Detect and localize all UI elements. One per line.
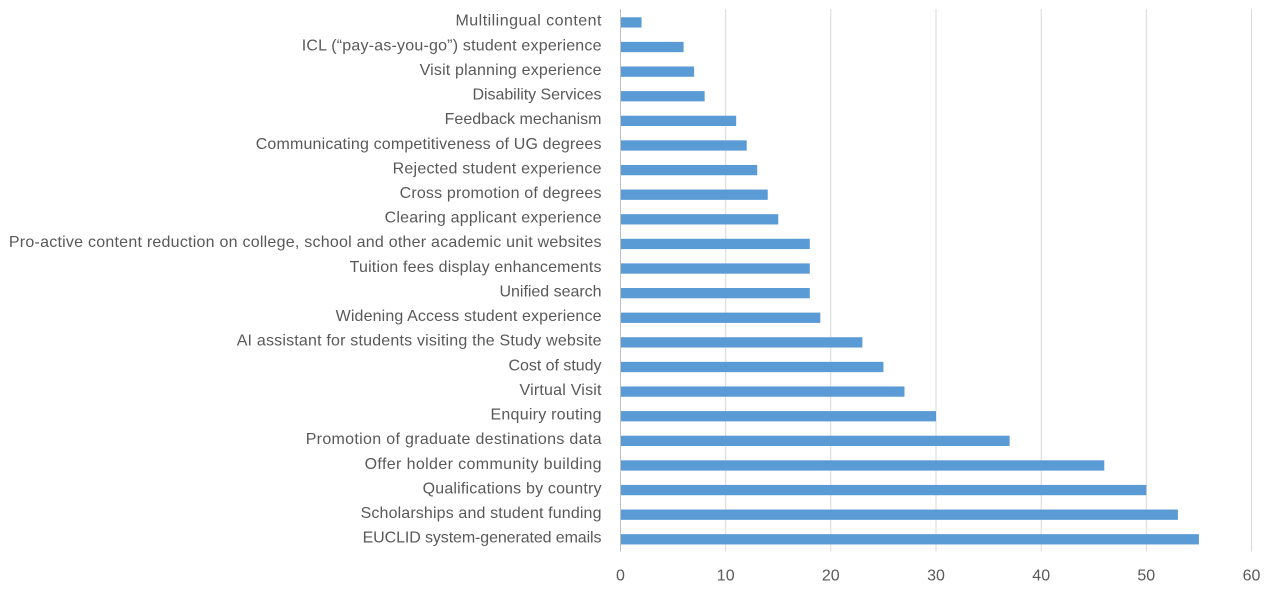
svg-text:Enquiry routing: Enquiry routing xyxy=(491,407,602,424)
svg-text:30: 30 xyxy=(927,567,945,584)
svg-text:Scholarships and student fundi: Scholarships and student funding xyxy=(361,505,602,522)
svg-text:50: 50 xyxy=(1137,567,1155,584)
svg-text:Qualifications by country: Qualifications by country xyxy=(423,480,602,497)
svg-text:Disability Services: Disability Services xyxy=(473,87,602,104)
svg-text:Clearing applicant experience: Clearing applicant experience xyxy=(385,210,602,227)
svg-text:Cross promotion of degrees: Cross promotion of degrees xyxy=(400,185,602,202)
svg-text:ICL (“pay-as-you-go”) student: ICL (“pay-as-you-go”) student experience xyxy=(302,37,602,54)
svg-text:AI assistant for students visi: AI assistant for students visiting the S… xyxy=(237,333,602,350)
svg-text:60: 60 xyxy=(1243,567,1261,584)
svg-text:Cost of study: Cost of study xyxy=(509,357,602,374)
svg-text:Communicating competitiveness: Communicating competitiveness of UG degr… xyxy=(256,136,602,153)
svg-text:EUCLID system-generated emails: EUCLID system-generated emails xyxy=(363,530,602,547)
svg-text:Multilingual content: Multilingual content xyxy=(456,13,603,30)
svg-text:0: 0 xyxy=(616,567,625,584)
svg-text:Feedback mechanism: Feedback mechanism xyxy=(445,111,602,128)
svg-text:Visit planning experience: Visit planning experience xyxy=(420,62,602,79)
svg-text:10: 10 xyxy=(717,567,735,584)
svg-text:Pro-active content reduction o: Pro-active content reduction on college,… xyxy=(9,234,602,251)
svg-text:Rejected student experience: Rejected student experience xyxy=(393,160,602,177)
svg-text:Widening Access student experi: Widening Access student experience xyxy=(336,308,602,325)
svg-text:Tuition fees display enhanceme: Tuition fees display enhancements xyxy=(350,259,602,276)
svg-text:Promotion of graduate destinat: Promotion of graduate destinations data xyxy=(306,431,602,448)
svg-text:Unified search: Unified search xyxy=(500,283,602,300)
svg-text:20: 20 xyxy=(822,567,840,584)
svg-text:Offer holder community buildin: Offer holder community building xyxy=(365,456,602,473)
svg-text:40: 40 xyxy=(1032,567,1050,584)
svg-text:Virtual Visit: Virtual Visit xyxy=(520,382,603,399)
